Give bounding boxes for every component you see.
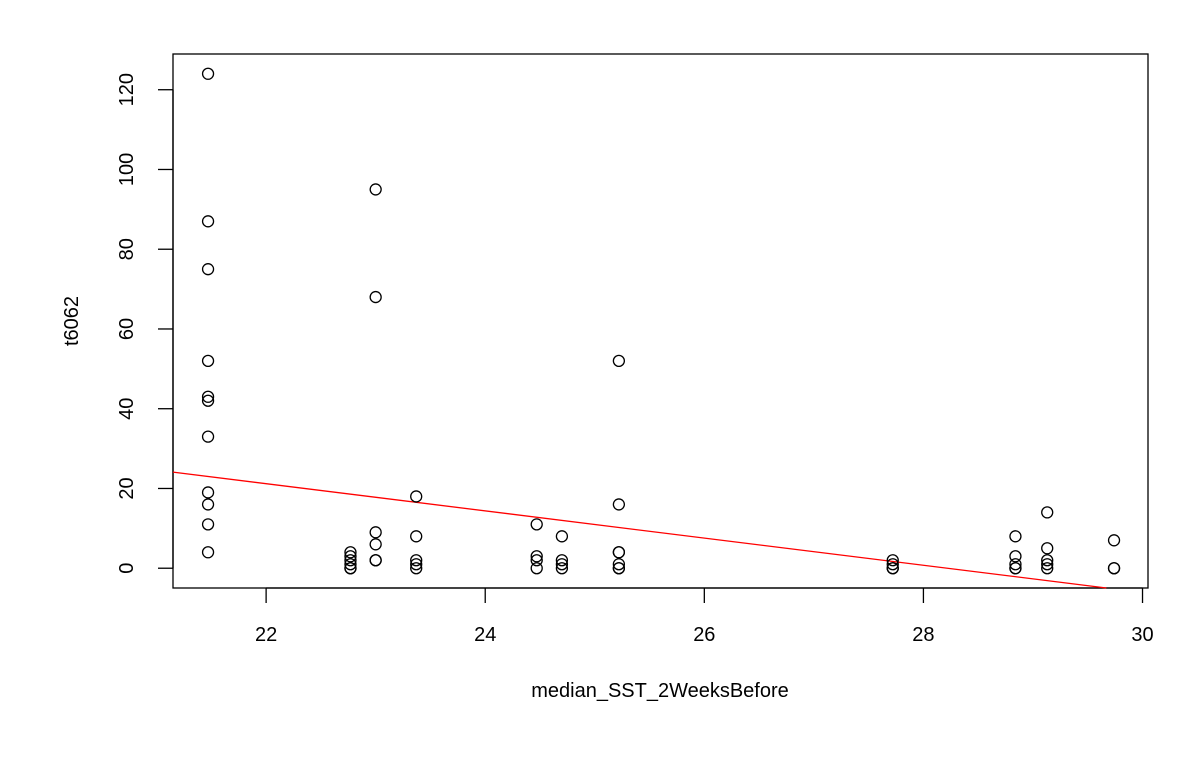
- data-point: [1041, 554, 1054, 567]
- y-tick-label: 120: [116, 73, 138, 106]
- x-tick-label: 30: [1131, 624, 1153, 646]
- y-axis-title: t6062: [61, 296, 83, 346]
- data-point: [369, 526, 382, 539]
- data-point: [369, 554, 382, 567]
- regression-line-group: [172, 471, 1107, 589]
- data-point: [1009, 550, 1022, 563]
- data-point: [612, 562, 626, 575]
- data-points: [201, 67, 1121, 575]
- data-point: [530, 562, 543, 575]
- data-point: [1041, 542, 1054, 555]
- data-point: [410, 558, 423, 571]
- data-point: [1041, 562, 1054, 575]
- data-point: [201, 215, 215, 228]
- data-point: [612, 546, 626, 559]
- data-point: [201, 354, 215, 368]
- y-tick-label: 20: [116, 477, 138, 499]
- y-axis: 0 20 40 60 80 100 120: [116, 73, 174, 574]
- x-tick-label: 24: [474, 624, 496, 646]
- data-point: [1041, 506, 1054, 519]
- data-point: [344, 550, 357, 563]
- x-axis: 22 24 26 28 30: [255, 587, 1154, 646]
- data-point: [410, 562, 423, 575]
- data-point: [1009, 530, 1022, 543]
- y-tick-label: 40: [116, 398, 138, 420]
- data-point: [201, 498, 215, 511]
- data-point: [410, 490, 423, 503]
- data-point: [1009, 558, 1022, 571]
- data-point: [1041, 558, 1054, 571]
- data-point: [555, 554, 569, 567]
- data-point: [530, 518, 543, 531]
- data-point: [555, 558, 569, 571]
- data-point: [344, 558, 357, 571]
- data-point: [369, 290, 382, 304]
- data-point: [410, 554, 423, 567]
- data-point: [201, 390, 215, 403]
- data-point: [201, 546, 215, 559]
- data-point: [886, 558, 899, 571]
- data-point: [1107, 534, 1121, 547]
- data-point: [886, 562, 899, 575]
- data-point: [530, 554, 543, 567]
- y-tick-label: 0: [116, 563, 138, 574]
- data-point: [555, 562, 569, 575]
- x-tick-label: 28: [912, 624, 934, 646]
- data-point: [1107, 562, 1121, 575]
- data-point: [612, 354, 626, 368]
- data-point: [410, 530, 423, 543]
- data-point: [530, 550, 543, 563]
- data-point: [369, 538, 382, 551]
- data-point: [344, 554, 357, 567]
- x-tick-label: 22: [255, 624, 277, 646]
- data-point: [555, 530, 569, 543]
- data-point: [201, 430, 215, 443]
- data-point: [1009, 562, 1022, 575]
- data-point: [201, 67, 215, 80]
- data-point: [201, 486, 215, 499]
- x-axis-title: median_SST_2WeeksBefore: [531, 680, 789, 702]
- regression-line: [172, 471, 1107, 589]
- y-tick-label: 60: [116, 318, 138, 340]
- data-point: [344, 546, 357, 559]
- data-point: [886, 554, 899, 567]
- y-tick-label: 100: [116, 153, 138, 186]
- data-point: [612, 498, 626, 511]
- data-point: [201, 518, 215, 531]
- plot-area-frame: [172, 53, 1149, 589]
- data-point: [612, 558, 626, 571]
- data-point: [201, 394, 215, 407]
- data-point: [201, 263, 215, 276]
- y-tick-label: 80: [116, 238, 138, 260]
- data-point: [344, 562, 357, 575]
- data-point: [369, 183, 382, 196]
- x-tick-label: 26: [693, 624, 715, 646]
